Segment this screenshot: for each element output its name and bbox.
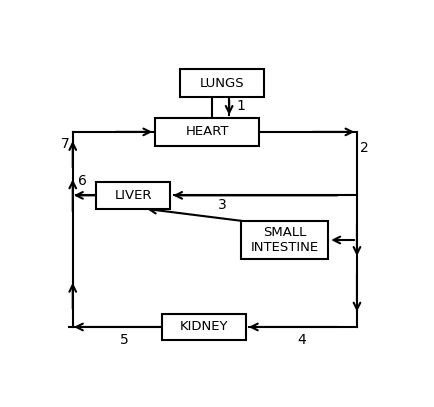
- FancyBboxPatch shape: [96, 182, 170, 209]
- Text: LUNGS: LUNGS: [200, 77, 245, 90]
- Text: 7: 7: [61, 138, 70, 151]
- Text: LIVER: LIVER: [115, 189, 152, 202]
- Text: SMALL
INTESTINE: SMALL INTESTINE: [250, 226, 319, 254]
- FancyBboxPatch shape: [155, 118, 260, 146]
- FancyBboxPatch shape: [162, 314, 246, 340]
- Text: 3: 3: [218, 198, 227, 212]
- Text: KIDNEY: KIDNEY: [180, 320, 228, 333]
- Text: 4: 4: [297, 333, 306, 347]
- Text: 1: 1: [237, 99, 245, 113]
- Text: 6: 6: [78, 173, 87, 188]
- Text: HEART: HEART: [186, 125, 229, 138]
- Text: 5: 5: [120, 333, 128, 347]
- FancyBboxPatch shape: [241, 221, 329, 259]
- Text: 2: 2: [360, 141, 368, 155]
- FancyBboxPatch shape: [181, 69, 264, 97]
